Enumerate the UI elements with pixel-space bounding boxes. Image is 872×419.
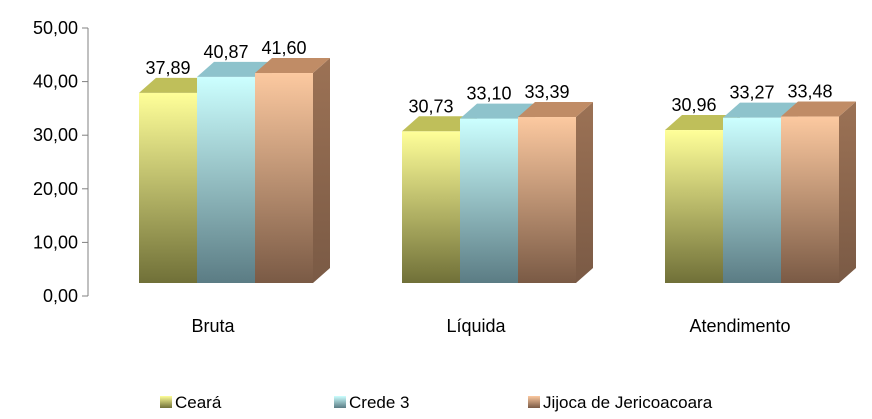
data-labels-group: 37,89 40,87 41,60 30,73 33,10 33,39 30,96 33,27… [145,38,832,116]
bar-side-face [576,102,593,283]
legend-label: Ceará [175,393,222,412]
y-tick-label: 20,00 [33,179,78,199]
data-label: 37,89 [145,58,190,78]
y-tick-label: 0,00 [43,286,78,306]
data-label: 30,96 [671,95,716,115]
bar-top-face [460,103,535,119]
x-axis-categories: Bruta Líquida Atendimento [191,316,790,336]
bar-front-face [197,76,255,283]
y-tick-label: 10,00 [33,232,78,252]
data-label: 30,73 [408,96,453,116]
bar-top-face [255,58,330,74]
bars-group [139,58,856,284]
legend-swatch [160,396,172,408]
y-tick-label: 40,00 [33,72,78,92]
bar-top-face [139,77,214,93]
x-category-label: Bruta [191,316,235,336]
bar-front-face [518,117,576,283]
bar-top-face [723,102,798,118]
bar-top-face [197,61,272,77]
y-tick-label: 50,00 [33,18,78,38]
bar-front-face [723,117,781,284]
legend-swatch [334,396,346,408]
data-label: 33,27 [729,83,774,103]
bar-front-face [460,118,518,283]
data-label: 41,60 [261,38,306,58]
legend-label: Jijoca de Jericoacoara [543,393,713,412]
bar-front-face [255,73,313,283]
bar-front-face [402,131,460,283]
legend-item[interactable]: Ceará [160,393,222,412]
bar-liquida-3[interactable] [518,102,593,283]
y-tick-label: 30,00 [33,125,78,145]
bar-top-face [402,116,477,132]
bar-front-face [139,92,197,283]
x-category-label: Atendimento [689,316,790,336]
bar-bruta-3[interactable] [255,58,330,283]
data-label: 33,10 [466,84,511,104]
legend-item[interactable]: Jijoca de Jericoacoara [528,393,713,412]
bar-front-face [665,130,723,283]
bar-atendimento-3[interactable] [781,101,856,283]
legend-item[interactable]: Crede 3 [334,393,409,412]
data-label: 40,87 [203,42,248,62]
bar-side-face [313,58,330,283]
bar-top-face [518,102,593,118]
bar-top-face [665,115,740,131]
x-category-label: Líquida [446,316,506,336]
legend[interactable]: Ceará Crede 3 Jijoca de Jericoacoara [160,393,713,412]
bar-front-face [781,116,839,283]
legend-swatch [528,396,540,408]
data-label: 33,39 [524,82,569,102]
y-axis: 0,00 10,00 20,00 30,00 40,00 50,00 [33,18,89,306]
bar-side-face [839,101,856,283]
data-label: 33,48 [787,82,832,102]
bar-top-face [781,101,856,117]
legend-label: Crede 3 [349,393,409,412]
